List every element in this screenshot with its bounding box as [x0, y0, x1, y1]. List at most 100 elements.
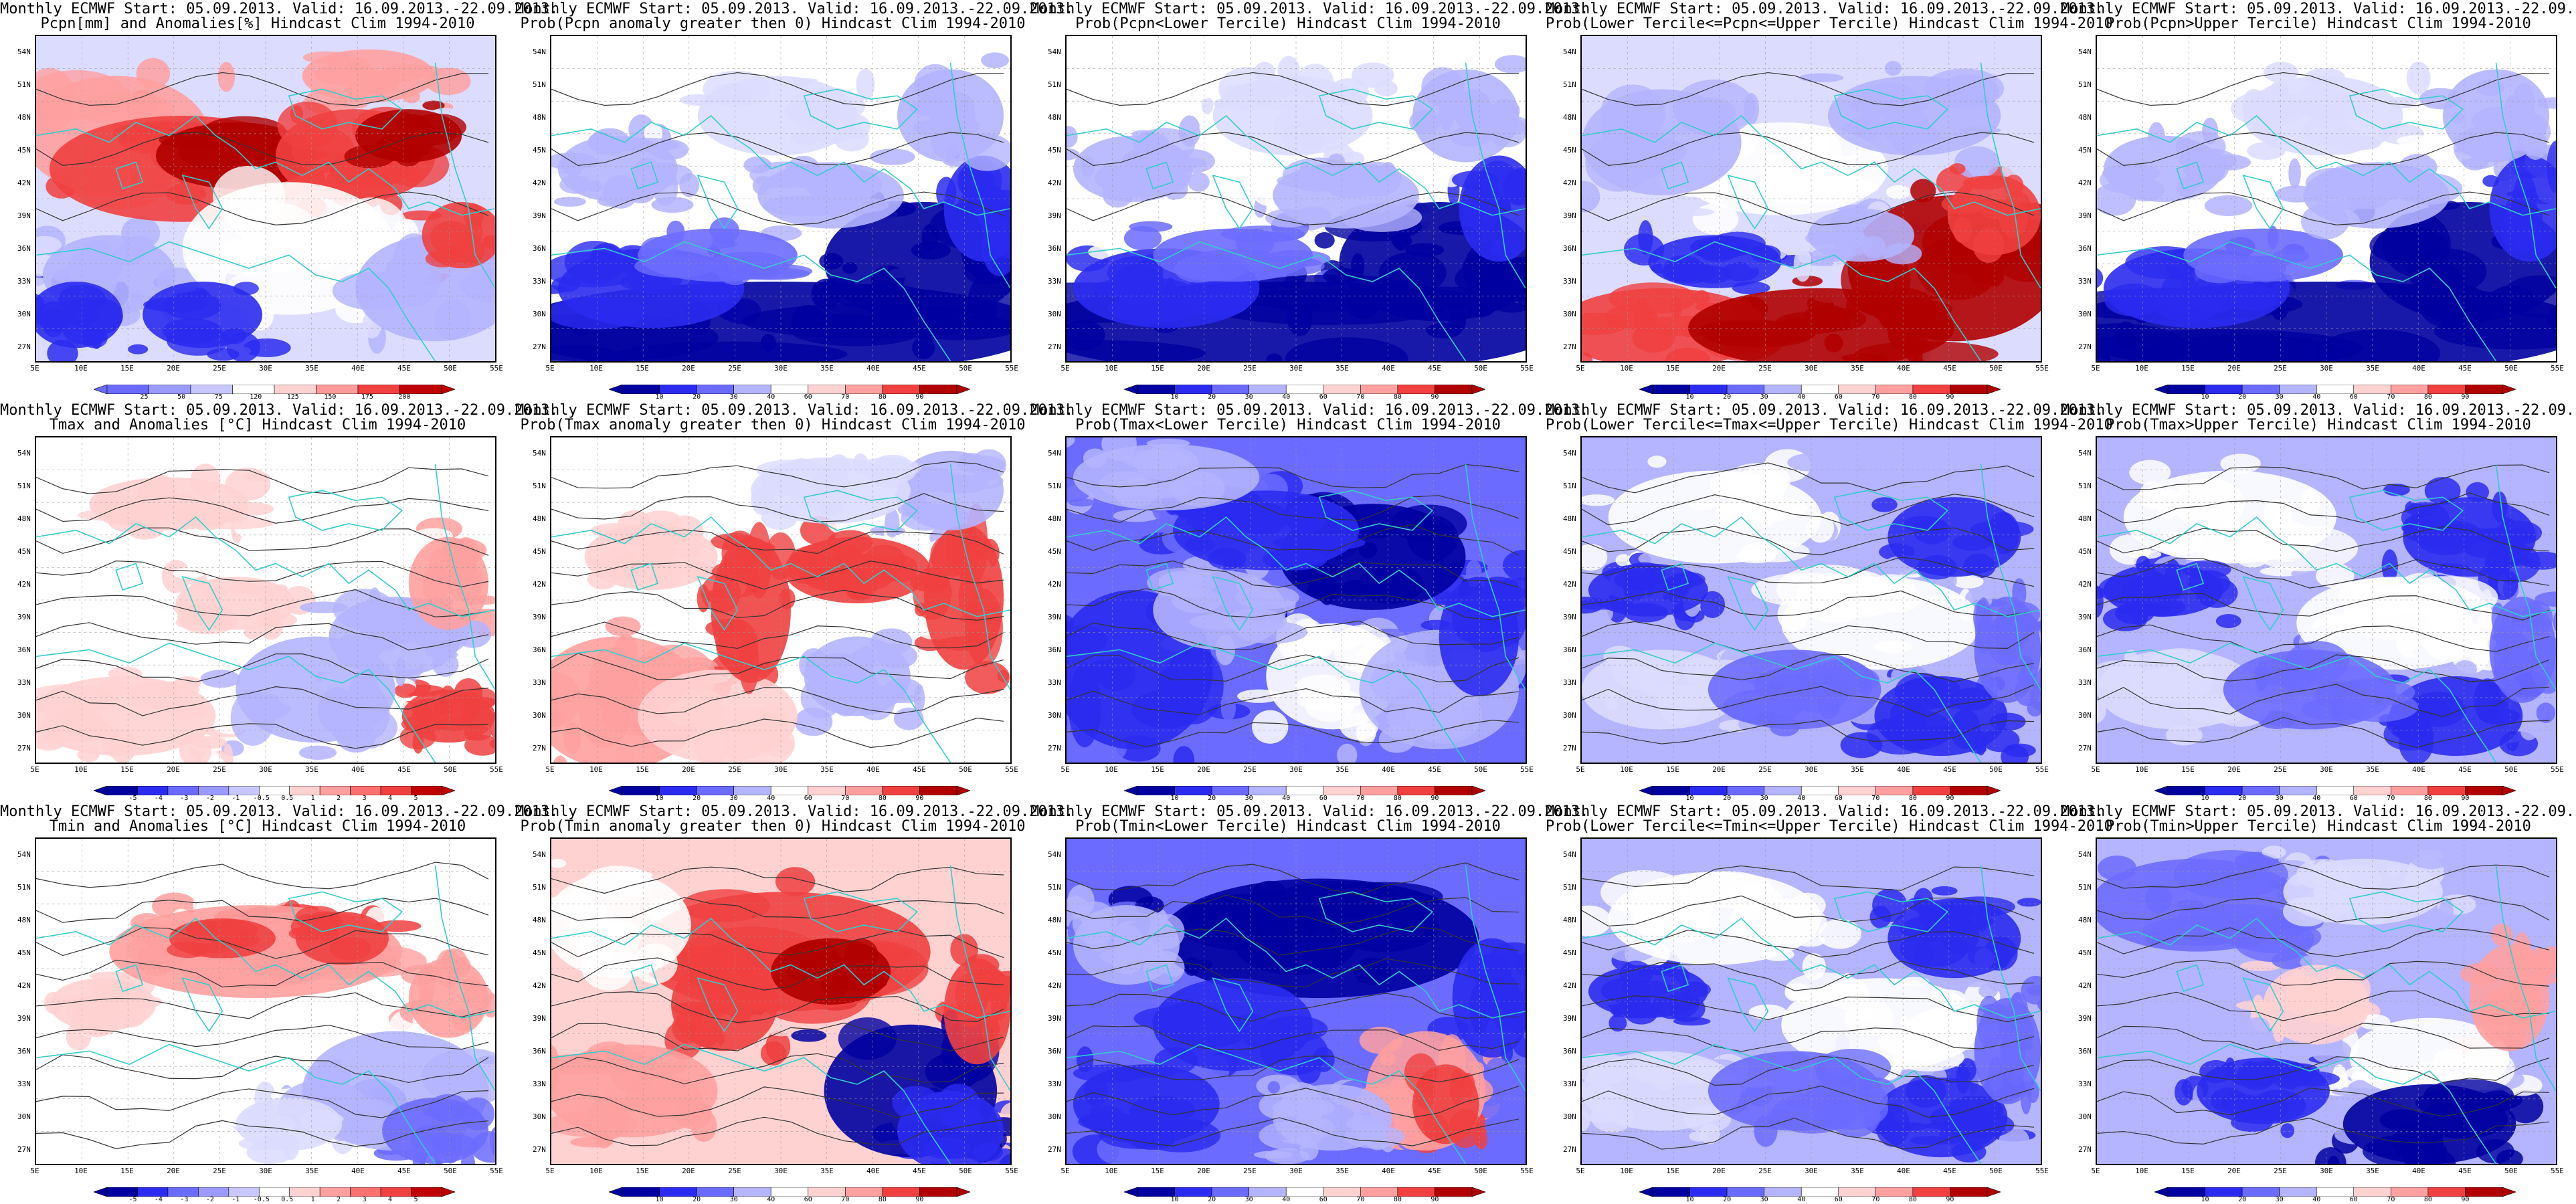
lat-tick-label: 36N — [1048, 645, 1061, 654]
colorbar-label: 30 — [1760, 393, 1768, 401]
lat-tick-label: 39N — [1048, 211, 1061, 220]
lon-tick-label: 55E — [2035, 1167, 2049, 1175]
panel-title-line2: Prob(Pcpn anomaly greater then 0) Hindca… — [520, 15, 1026, 32]
lon-tick-label: 45E — [913, 1167, 926, 1175]
colorbar: 10 20 30 40 60 70 80 90 — [2154, 385, 2516, 401]
lat-tick-label: 42N — [2078, 580, 2092, 589]
lon-tick-label: 5E — [1576, 765, 1585, 774]
lat-tick-label: 36N — [1563, 645, 1576, 654]
lat-tick-label: 36N — [1048, 1047, 1061, 1056]
panel-title-line1: Monthly ECMWF Start: 05.09.2013. Valid: … — [515, 803, 1074, 820]
lat-tick-label: 45N — [17, 146, 31, 155]
lat-tick-label: 48N — [533, 916, 546, 924]
colorbar-label: 70 — [841, 1196, 850, 1203]
lon-tick-label: 50E — [1989, 765, 2003, 774]
lat-tick-label: 30N — [1563, 711, 1576, 720]
lat-tick-label: 42N — [17, 179, 31, 187]
lon-tick-label: 35E — [820, 765, 834, 774]
field-map — [551, 437, 1010, 763]
lon-tick-label: 50E — [2504, 1167, 2518, 1175]
map-panel-p12: Monthly ECMWF Start: 05.09.2013. Valid: … — [515, 0, 1074, 401]
lon-tick-label: 35E — [820, 364, 834, 373]
lat-tick-label: 51N — [1048, 80, 1061, 89]
lon-tick-label: 45E — [913, 765, 926, 774]
lon-tick-label: 55E — [2551, 765, 2564, 774]
lon-tick-label: 30E — [1805, 364, 1818, 373]
lat-tick-label: 48N — [1048, 514, 1061, 523]
lon-tick-label: 5E — [2091, 1167, 2100, 1175]
lon-tick-label: 55E — [2551, 364, 2564, 373]
colorbar-label: 25 — [140, 393, 149, 401]
lat-tick-label: 54N — [1048, 850, 1061, 859]
lon-tick-label: 10E — [1620, 765, 1633, 774]
colorbar-label: 1 — [310, 1196, 315, 1203]
lat-tick-label: 42N — [17, 981, 31, 990]
lat-tick-label: 48N — [533, 113, 546, 122]
colorbar-label: 4 — [388, 1196, 393, 1203]
colorbar-label: 70 — [1871, 1196, 1880, 1203]
colorbar-label: 60 — [1319, 1196, 1327, 1203]
colorbar-label: 40 — [2312, 393, 2321, 401]
colorbar-label: 10 — [1170, 1196, 1179, 1203]
colorbar-label: 90 — [1431, 795, 1439, 802]
lat-tick-label: 39N — [533, 211, 546, 220]
lat-tick-label: 33N — [2078, 1080, 2092, 1088]
lat-tick-label: 36N — [1048, 244, 1061, 253]
colorbar-label: 10 — [2201, 1196, 2209, 1203]
map-area — [2096, 35, 2557, 363]
lon-tick-label: 25E — [728, 1167, 741, 1175]
lon-tick-label: 45E — [1943, 765, 1956, 774]
lat-tick-label: 48N — [2078, 916, 2092, 924]
lon-tick-label: 30E — [774, 364, 788, 373]
lon-tick-label: 55E — [1005, 1167, 1018, 1175]
lat-tick-label: 33N — [17, 1080, 31, 1088]
lat-tick-label: 54N — [1563, 850, 1576, 859]
lat-tick-label: 27N — [1563, 1145, 1576, 1154]
lon-tick-label: 5E — [1576, 1167, 1585, 1175]
panel-title-line2: Prob(Tmax>Upper Tercile) Hindcast Clim 1… — [2106, 417, 2531, 433]
panel-title-line2: Prob(Tmin>Upper Tercile) Hindcast Clim 1… — [2106, 818, 2531, 835]
colorbar-label: -4 — [154, 1196, 163, 1203]
lat-tick-label: 33N — [2078, 277, 2092, 286]
colorbar: 10 20 30 40 60 70 80 90 — [609, 1187, 970, 1203]
lon-tick-label: 10E — [74, 765, 88, 774]
lon-tick-label: 20E — [1712, 765, 1726, 774]
lon-tick-label: 30E — [1289, 364, 1303, 373]
lat-tick-label: 39N — [533, 1014, 546, 1023]
colorbar-label: 5 — [413, 1196, 418, 1203]
colorbar-label: 80 — [1393, 393, 1402, 401]
lat-tick-label: 27N — [533, 744, 546, 752]
colorbar-label: 10 — [1685, 795, 1694, 802]
lat-tick-label: 30N — [2078, 1112, 2092, 1121]
lon-tick-label: 15E — [636, 1167, 649, 1175]
colorbar-label: -5 — [128, 1196, 137, 1203]
colorbar-label: 20 — [2238, 393, 2247, 401]
lat-tick-label: 30N — [1563, 1112, 1576, 1121]
lat-tick-label: 45N — [533, 146, 546, 155]
lon-tick-label: 20E — [167, 765, 180, 774]
lat-tick-label: 27N — [1048, 744, 1061, 752]
map-area — [35, 35, 496, 363]
lat-tick-label: 27N — [17, 744, 31, 752]
colorbar-label: 60 — [1834, 795, 1843, 802]
colorbar-label: 80 — [878, 393, 887, 401]
lat-tick-label: 33N — [1048, 678, 1061, 687]
colorbar-label: 30 — [2275, 1196, 2284, 1203]
lon-tick-label: 10E — [1105, 364, 1118, 373]
lat-tick-label: 45N — [17, 547, 31, 556]
lat-tick-label: 45N — [1563, 547, 1576, 556]
lat-tick-label: 33N — [533, 277, 546, 286]
colorbar-label: 0.5 — [281, 795, 294, 802]
panel-title-line1: Monthly ECMWF Start: 05.09.2013. Valid: … — [515, 1, 1074, 17]
lat-tick-label: 45N — [2078, 146, 2092, 155]
lat-tick-label: 30N — [1048, 711, 1061, 720]
lat-tick-label: 54N — [1563, 47, 1576, 56]
lon-tick-label: 30E — [259, 1167, 272, 1175]
lon-tick-label: 15E — [1666, 765, 1679, 774]
lat-tick-label: 42N — [2078, 179, 2092, 187]
lon-tick-label: 5E — [30, 364, 39, 373]
lon-tick-label: 25E — [728, 364, 741, 373]
panel-title-line1: Monthly ECMWF Start: 05.09.2013. Valid: … — [0, 1, 559, 17]
colorbar-label: 5 — [413, 795, 418, 802]
colorbar-label: 20 — [1208, 393, 1216, 401]
